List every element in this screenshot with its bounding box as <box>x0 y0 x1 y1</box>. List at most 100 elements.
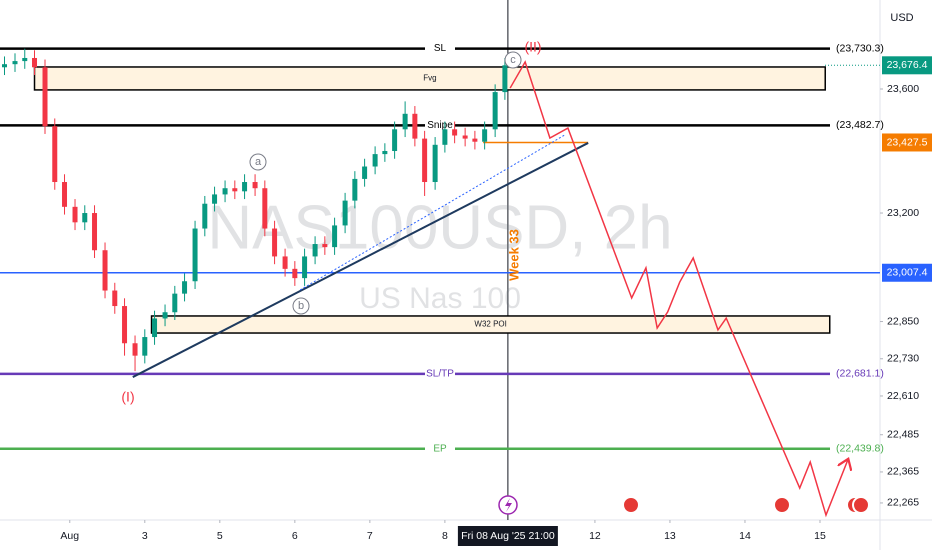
x-tick-label: 14 <box>739 530 751 542</box>
event-icons <box>498 495 870 515</box>
candle-body <box>172 293 178 313</box>
currency: USD <box>890 12 913 24</box>
projection-path <box>509 60 848 518</box>
candle-body <box>152 318 158 338</box>
annotation: c <box>510 54 516 66</box>
level-name: EP <box>433 443 447 454</box>
candle-body <box>262 188 268 229</box>
x-tick-label: 12 <box>589 530 601 542</box>
level-label: (22,681.1) <box>836 368 884 380</box>
zone-label: Fvg <box>423 74 436 83</box>
candle-body <box>322 244 328 248</box>
x-tick-label: 6 <box>292 530 298 542</box>
y-tick-label: 22,850 <box>887 315 919 327</box>
zone <box>33 66 826 91</box>
level-name-bg <box>425 367 455 380</box>
candle-body <box>212 194 218 204</box>
last-price-label: 23,676.4 <box>887 59 928 71</box>
candle-body <box>232 188 238 192</box>
candle-body <box>452 129 458 136</box>
x-tick-label: 7 <box>367 530 373 542</box>
level-label: (22,439.8) <box>836 443 884 455</box>
annotation: (II) <box>524 39 541 55</box>
x-tick-label: 15 <box>814 530 826 542</box>
candle-body <box>482 129 488 142</box>
candle-body <box>342 200 348 226</box>
candle-body <box>102 250 108 291</box>
candle-body <box>252 182 258 189</box>
candle-body <box>332 225 338 248</box>
level-name: SL/TP <box>426 369 454 380</box>
zone-label: W32 POI <box>474 320 506 329</box>
annotation: b <box>298 300 304 312</box>
crosshair-badge <box>457 526 558 546</box>
y-tick-label: 22,730 <box>887 353 919 365</box>
level-name-bg <box>425 442 455 455</box>
candle-body <box>222 188 228 195</box>
candle-body <box>282 256 288 269</box>
candle-body <box>22 57 28 62</box>
candle-body <box>52 126 58 183</box>
level-name-bg <box>425 42 455 55</box>
level-label: (23,730.3) <box>836 42 884 54</box>
candle-body <box>92 213 98 251</box>
annotation: (I) <box>121 389 134 405</box>
candle-body <box>242 182 248 192</box>
annotation-circle <box>504 51 522 69</box>
candle-body <box>162 312 168 319</box>
candle-body <box>392 129 398 152</box>
x-tick-label: 5 <box>217 530 223 542</box>
y-tick-label: 23,600 <box>887 83 919 95</box>
candle-body <box>432 144 438 183</box>
event-icon[interactable] <box>622 496 640 514</box>
level-name: SL <box>434 43 447 54</box>
candle-body <box>402 113 408 130</box>
crosshair-label: Fri 08 Aug '25 21:00 <box>461 530 555 542</box>
candle-body <box>122 306 128 344</box>
candle-body <box>72 206 78 223</box>
y-tick-label: 22,265 <box>887 497 919 509</box>
event-icon[interactable] <box>852 496 870 514</box>
candle-body <box>302 256 308 279</box>
candle-body <box>12 61 18 65</box>
watermark: US Nas 100 <box>359 282 521 315</box>
candle-body <box>112 290 118 307</box>
candle-body <box>442 129 448 145</box>
price-badge-label: 23,007.4 <box>887 267 928 279</box>
candle-body <box>2 64 8 68</box>
candle-body <box>372 154 378 167</box>
event-icon[interactable] <box>773 496 791 514</box>
candle-body <box>472 138 478 142</box>
candle-body <box>412 113 418 139</box>
price-badge <box>882 263 932 282</box>
x-tick-label: 13 <box>664 530 676 542</box>
price-badge <box>882 133 932 152</box>
y-tick-label: 22,610 <box>887 390 919 402</box>
candle-body <box>272 228 278 257</box>
watermark: NAS100USD, 2h <box>207 193 672 262</box>
candle-body <box>82 213 88 223</box>
candle-body <box>292 268 298 279</box>
level-name: Snipe <box>427 120 453 131</box>
zone <box>150 315 831 334</box>
trendline <box>132 142 589 378</box>
candle-body <box>462 135 468 139</box>
lightning <box>505 498 512 512</box>
candle-body <box>142 337 148 356</box>
trendline <box>299 134 566 291</box>
candle-body <box>382 151 388 155</box>
candle-body <box>42 67 48 127</box>
candle-body <box>132 343 138 356</box>
candle-body <box>352 178 358 201</box>
annotation: a <box>255 156 262 168</box>
x-tick-label: 8 <box>442 530 448 542</box>
candle-body <box>362 166 368 179</box>
candle-body <box>182 281 188 294</box>
candle-body <box>422 138 428 183</box>
price-badge-label: 23,427.5 <box>887 136 928 148</box>
annotation: Week 33 <box>506 229 521 281</box>
level-label: (23,482.7) <box>836 119 884 131</box>
annotation-circle <box>292 297 310 315</box>
